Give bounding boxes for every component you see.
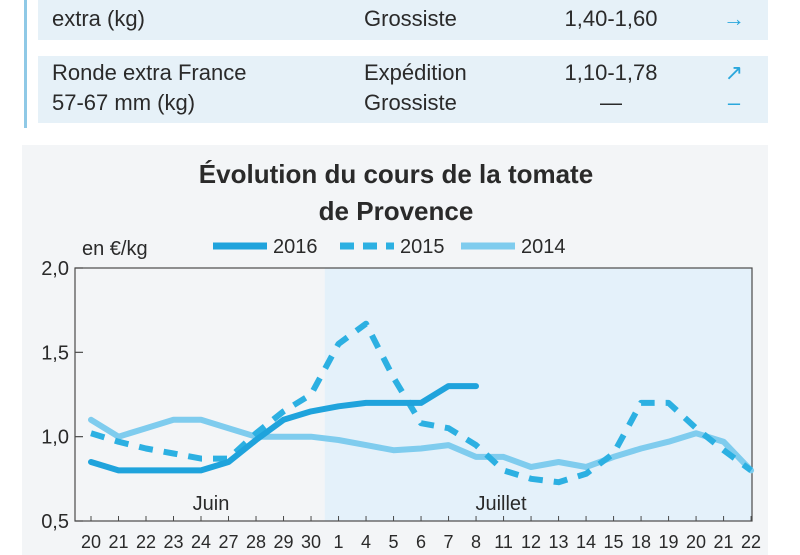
legend-label-2016: 2016: [273, 236, 318, 258]
y-tick-label: 0,5: [41, 511, 69, 533]
x-tick-label: 15: [604, 532, 624, 550]
x-tick-label: 20: [81, 532, 101, 550]
x-tick-label: 24: [191, 532, 211, 550]
month-label: Juillet: [475, 493, 527, 515]
x-tick-label: 21: [108, 532, 128, 550]
x-tick-label: 11: [494, 532, 513, 550]
y-tick-label: 1,5: [41, 342, 69, 364]
july-band: [324, 268, 752, 521]
product-size-cell: 57-67 mm (kg): [52, 90, 196, 115]
y-tick-label: 2,0: [41, 258, 69, 280]
x-tick-label: 29: [274, 532, 294, 550]
x-tick-label: 13: [549, 532, 569, 550]
stage-cell: Grossiste: [364, 90, 457, 115]
x-tick-label: 19: [659, 532, 679, 550]
x-tick-label: 22: [136, 532, 156, 550]
plot-frame: [74, 267, 753, 522]
y-axis-label: en €/kg: [82, 238, 148, 260]
x-tick-label: 20: [686, 532, 706, 550]
x-tick-label: 5: [389, 532, 399, 550]
x-tick-label: 12: [521, 532, 541, 550]
chart-subtitle: de Provence: [319, 196, 474, 226]
price-cell: 1,40-1,60: [564, 6, 658, 31]
x-tick-label: 21: [714, 532, 734, 550]
x-tick-label: 8: [471, 532, 481, 550]
arrow-up-right-icon: ↗: [724, 60, 744, 85]
product-cell: Ronde extra France: [52, 60, 247, 85]
price-cell: 1,10-1,78: [564, 60, 658, 85]
legend-label-2015: 2015: [400, 236, 445, 258]
series-line-2016: [88, 383, 479, 474]
x-tick-label: 7: [444, 532, 454, 550]
legend-label-2014: 2014: [521, 236, 566, 258]
y-tick-label: 1,0: [41, 427, 69, 449]
x-tick-label: 27: [219, 532, 239, 550]
x-tick-label: 28: [246, 532, 266, 550]
x-tick-label: 14: [576, 532, 596, 550]
month-label: Juin: [193, 493, 230, 515]
table-left-rule: [24, 0, 27, 128]
x-tick-label: 4: [361, 532, 371, 550]
x-tick-label: 30: [301, 532, 321, 550]
arrow-right-icon: →: [723, 6, 745, 31]
table-row: Ronde extra France 57-67 mm (kg) Expédit…: [38, 56, 768, 123]
dash-icon: –: [727, 90, 741, 115]
x-tick-label: 6: [416, 532, 426, 550]
x-tick-label: 23: [163, 532, 183, 550]
stage-cell: Expédition: [364, 60, 467, 85]
stage-cell: Grossiste: [364, 6, 457, 31]
chart-title: Évolution du cours de la tomate: [199, 159, 593, 189]
series-line-2015: [90, 320, 753, 486]
table-row: extra (kg) Grossiste 1,40-1,60 →: [38, 0, 768, 40]
price-cell: —: [600, 90, 622, 115]
x-tick-label: 22: [741, 532, 761, 550]
x-tick-label: 1: [334, 532, 344, 550]
price-table: extra (kg) Grossiste 1,40-1,60 → Ronde e…: [0, 0, 800, 140]
product-cell: extra (kg): [52, 6, 145, 31]
x-tick-label: 18: [631, 532, 651, 550]
series-line-2014: [88, 416, 755, 474]
